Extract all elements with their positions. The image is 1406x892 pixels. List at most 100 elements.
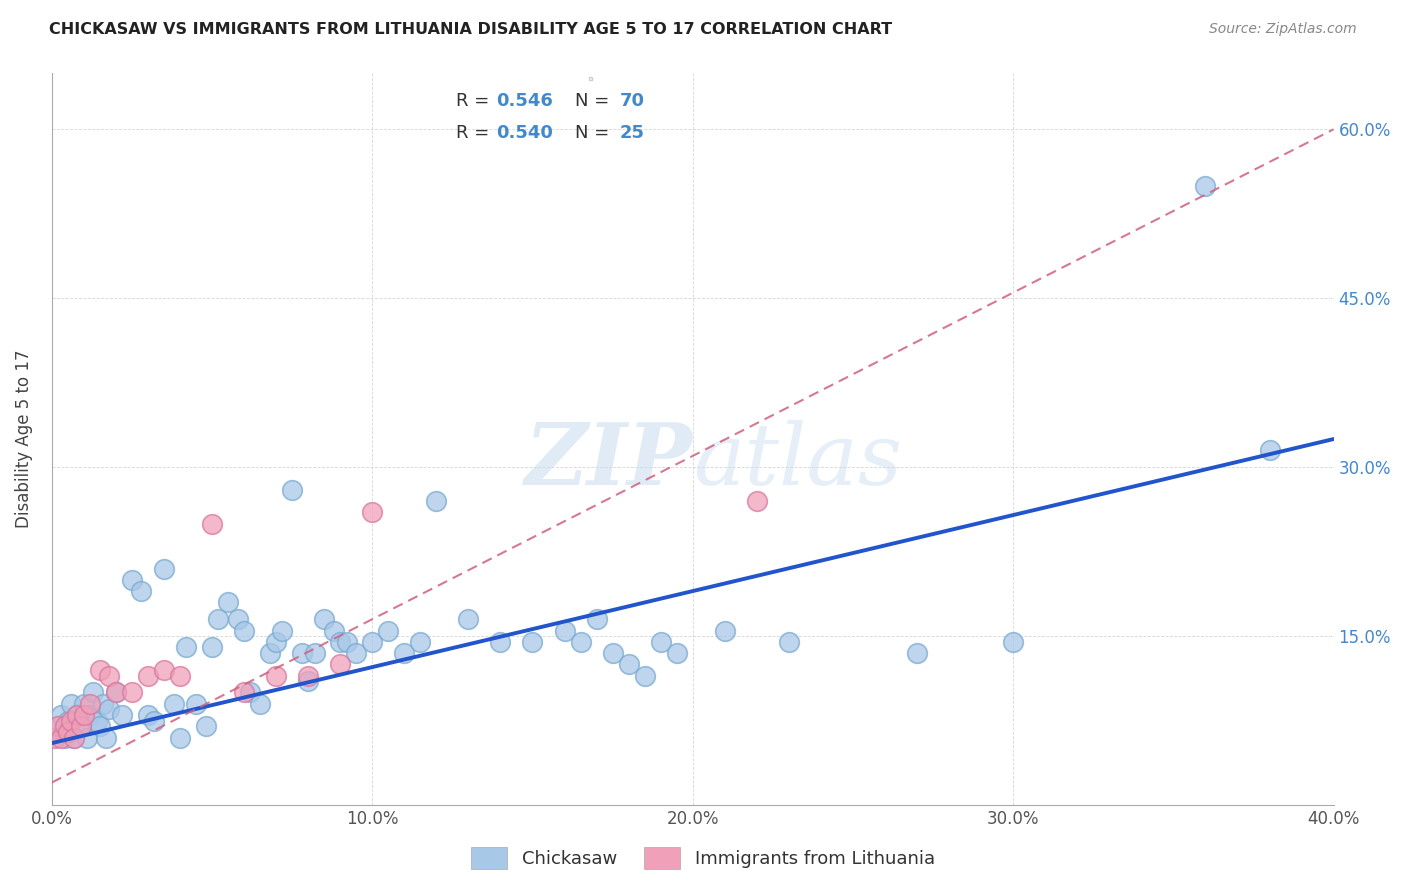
Text: N =: N = [575,92,614,110]
Point [63,731,86,745]
Point [585,612,607,626]
Point [201,516,224,531]
Point [66,708,89,723]
Point [522,634,544,648]
Point [553,624,575,638]
Point [79,697,101,711]
Point [153,663,176,677]
Point [63,731,86,745]
Point [361,634,384,648]
Point [329,634,352,648]
Point [89,663,111,677]
Point [136,708,159,723]
Point [104,685,127,699]
Point [82,685,104,699]
Point [46,719,69,733]
Point [633,668,655,682]
Point [131,584,153,599]
Point [291,646,314,660]
Point [1002,634,1025,648]
Point [73,708,96,723]
Point [59,697,82,711]
Point [745,494,768,508]
Text: R =: R = [456,92,495,110]
Point [249,697,271,711]
Point [194,719,217,733]
Point [73,697,96,711]
Point [96,731,118,745]
Legend: Chickasaw, Immigrants from Lithuania: Chickasaw, Immigrants from Lithuania [464,839,942,876]
Point [271,624,294,638]
Point [650,634,672,648]
Text: R =: R = [456,124,495,142]
Point [489,634,512,648]
Point [169,668,191,682]
Text: CHICKASAW VS IMMIGRANTS FROM LITHUANIA DISABILITY AGE 5 TO 17 CORRELATION CHART: CHICKASAW VS IMMIGRANTS FROM LITHUANIA D… [49,22,893,37]
Text: atlas: atlas [693,419,901,502]
Point [665,646,688,660]
Point [44,731,66,745]
Point [233,685,256,699]
Text: 0.540: 0.540 [496,124,554,142]
Point [111,708,134,723]
Point [207,612,229,626]
Point [297,668,319,682]
Point [377,624,399,638]
Point [409,634,432,648]
Point [89,719,111,733]
Point [329,657,352,672]
Point [778,634,800,648]
Point [394,646,416,660]
Point [239,685,262,699]
Text: N =: N = [575,124,614,142]
Legend:  [589,78,592,80]
Point [91,697,114,711]
Point [264,668,287,682]
Point [121,573,143,587]
Point [51,708,73,723]
Point [143,714,166,728]
Text: ZIP: ZIP [524,419,693,503]
Point [121,685,143,699]
Point [136,668,159,682]
Point [98,702,121,716]
Point [153,561,176,575]
Y-axis label: Disability Age 5 to 17: Disability Age 5 to 17 [15,350,32,528]
Point [713,624,735,638]
Point [259,646,281,660]
Point [56,724,79,739]
Point [51,731,73,745]
Point [344,646,367,660]
Point [176,640,198,655]
Point [226,612,249,626]
Point [304,646,326,660]
Point [69,719,91,733]
Text: 70: 70 [620,92,644,110]
Point [66,708,89,723]
Text: Source: ZipAtlas.com: Source: ZipAtlas.com [1209,22,1357,37]
Point [336,634,359,648]
Point [314,612,336,626]
Point [98,668,121,682]
Point [69,719,91,733]
Text: 0.546: 0.546 [496,92,554,110]
Point [201,640,224,655]
Point [281,483,304,497]
Point [162,697,184,711]
Point [59,714,82,728]
Point [46,719,69,733]
Point [79,708,101,723]
Point [233,624,256,638]
Point [617,657,640,672]
Point [602,646,624,660]
Point [297,674,319,689]
Point [76,731,98,745]
Point [1194,178,1216,193]
Point [905,646,928,660]
Point [169,731,191,745]
Point [425,494,447,508]
Point [361,505,384,519]
Point [184,697,207,711]
Point [53,731,76,745]
Point [56,714,79,728]
